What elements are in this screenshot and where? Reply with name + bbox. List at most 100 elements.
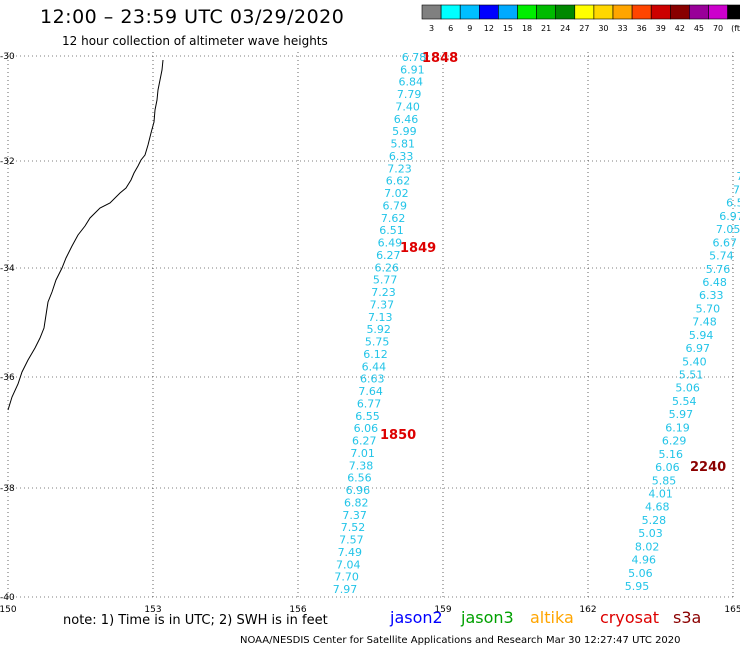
scale-swatch [555, 4, 576, 20]
satellite-jason3: jason3 [461, 608, 514, 627]
wave-height-value: 6.46 [394, 113, 419, 126]
wave-height-value: 7.23 [371, 286, 396, 299]
scale-swatch [593, 4, 614, 20]
scale-label: 3 [429, 24, 434, 33]
wave-height-value: 5.75 [365, 336, 390, 349]
scale-swatch [669, 4, 690, 20]
lon-label: 165 [724, 605, 740, 615]
scale-swatch [574, 4, 595, 20]
lat-label: -34 [0, 264, 15, 274]
lon-label: 153 [144, 605, 161, 615]
wave-height-value: 5.74 [709, 250, 734, 263]
coastline [7, 59, 164, 411]
wave-height-value: 6.55 [355, 410, 380, 423]
wave-height-value: 6.77 [357, 397, 382, 410]
scale-swatch [727, 4, 740, 20]
scale-swatch [708, 4, 728, 20]
wave-height-value: 6.82 [344, 496, 369, 509]
pass-time-labels: 1848 1849 1850 2240 [380, 51, 726, 475]
wave-height-value: 7. [733, 183, 740, 196]
wave-height-value: 6.62 [386, 175, 411, 188]
wave-height-value: 6.56 [347, 472, 372, 485]
wave-height-value: 6.51 [379, 224, 404, 237]
wave-height-value: 5.28 [642, 514, 667, 527]
wave-height-value: 7.23 [387, 162, 412, 175]
lat-label: -40 [0, 593, 15, 603]
wave-height-value: 5.70 [696, 302, 721, 315]
scale-label: 45 [694, 24, 704, 33]
wave-height-value: 6.33 [389, 150, 414, 163]
wave-height-value: 4.01 [648, 487, 673, 500]
satellite-s3a: s3a [673, 608, 702, 627]
wave-height-value: 6.26 [374, 261, 399, 274]
wave-height-value: 6.29 [662, 435, 687, 448]
axis-tick-labels: 150 153 156 159 162 165 -30 -32 -34 -36 -38 -40 [0, 52, 740, 615]
wave-height-value: 6.49 [378, 237, 403, 250]
scale-label: 27 [579, 24, 589, 33]
scale-label: 39 [656, 24, 666, 33]
wave-height-value: 6.97 [686, 342, 711, 355]
wave-height-value: 5.03 [638, 527, 663, 540]
scale-label: 36 [637, 24, 647, 33]
wave-height-value: 5.16 [659, 448, 684, 461]
wave-height-value: 6.97 [719, 210, 740, 223]
wave-height-value: 4.68 [645, 501, 670, 514]
wave-height-value: 6.78 [402, 51, 427, 64]
wave-height-value: 4.96 [632, 554, 657, 567]
wave-height-value: 5.95 [625, 580, 650, 593]
pass-time-label: 1848 [422, 51, 458, 66]
wave-height-value: 7.13 [368, 311, 393, 324]
map-subtitle: 12 hour collection of altimeter wave hei… [62, 34, 328, 48]
wave-height-value: 7.40 [395, 100, 420, 113]
lon-label: 159 [434, 605, 451, 615]
wave-height-value: 7. [736, 170, 740, 183]
wave-height-value: 7.48 [692, 316, 717, 329]
wave-height-value: 7.05 [716, 223, 740, 236]
wave-height-value: 7.52 [341, 521, 366, 534]
wave-height-value: 7.57 [339, 534, 364, 547]
scale-swatch [650, 4, 671, 20]
wave-height-value: 6.5 [726, 197, 740, 210]
scale-label: 9 [467, 24, 472, 33]
wave-height-value: 5.51 [679, 369, 704, 382]
lon-label: 156 [289, 605, 306, 615]
map-title: 12:00 – 23:59 UTC 03/29/2020 [40, 6, 345, 28]
lat-label: -30 [0, 52, 15, 62]
scale-swatch [459, 4, 480, 20]
wave-height-value: 7.04 [336, 558, 361, 571]
wave-height-value: 5.94 [689, 329, 714, 342]
wave-height-value: 6.27 [352, 435, 377, 448]
wave-height-value: 6.91 [400, 63, 425, 76]
wave-height-value: 7.79 [397, 88, 422, 101]
lat-label: -32 [0, 157, 15, 167]
wave-height-value: 7.38 [349, 459, 374, 472]
satellite-cryosat: cryosat [600, 608, 660, 627]
wave-height-value: 7.02 [384, 187, 409, 200]
wave-height-value: 5.54 [672, 395, 697, 408]
wave-height-value: 7.97 [333, 583, 358, 596]
wave-height-value: 5.85 [652, 474, 677, 487]
scale-label: 15 [503, 24, 513, 33]
scale-label: 24 [560, 24, 570, 33]
wave-height-value: 8.02 [635, 540, 660, 553]
altimeter-tracks: 6.786.916.847.797.406.465.995.816.337.23… [333, 51, 740, 596]
lat-label: -38 [0, 484, 15, 494]
wave-height-value: 7.70 [334, 571, 359, 584]
scale-label: 30 [598, 24, 608, 33]
lon-label: 150 [0, 605, 17, 615]
scale-swatch [440, 4, 461, 20]
scale-swatch [498, 4, 518, 20]
footer-note: note: 1) Time is in UTC; 2) SWH is in fe… [63, 613, 328, 628]
wave-height-value: 6.84 [399, 76, 424, 89]
wave-height-value: 6.79 [382, 199, 407, 212]
wave-height-value: 5.97 [669, 408, 694, 421]
scale-label: 18 [522, 24, 532, 33]
scale-label: 33 [617, 24, 627, 33]
wave-height-value: 6.44 [362, 360, 387, 373]
scale-label: 21 [541, 24, 551, 33]
wave-height-value: 6.33 [699, 289, 724, 302]
wave-height-value: 7.64 [358, 385, 383, 398]
scale-swatch [612, 4, 633, 20]
wave-height-value: 5.06 [628, 567, 653, 580]
